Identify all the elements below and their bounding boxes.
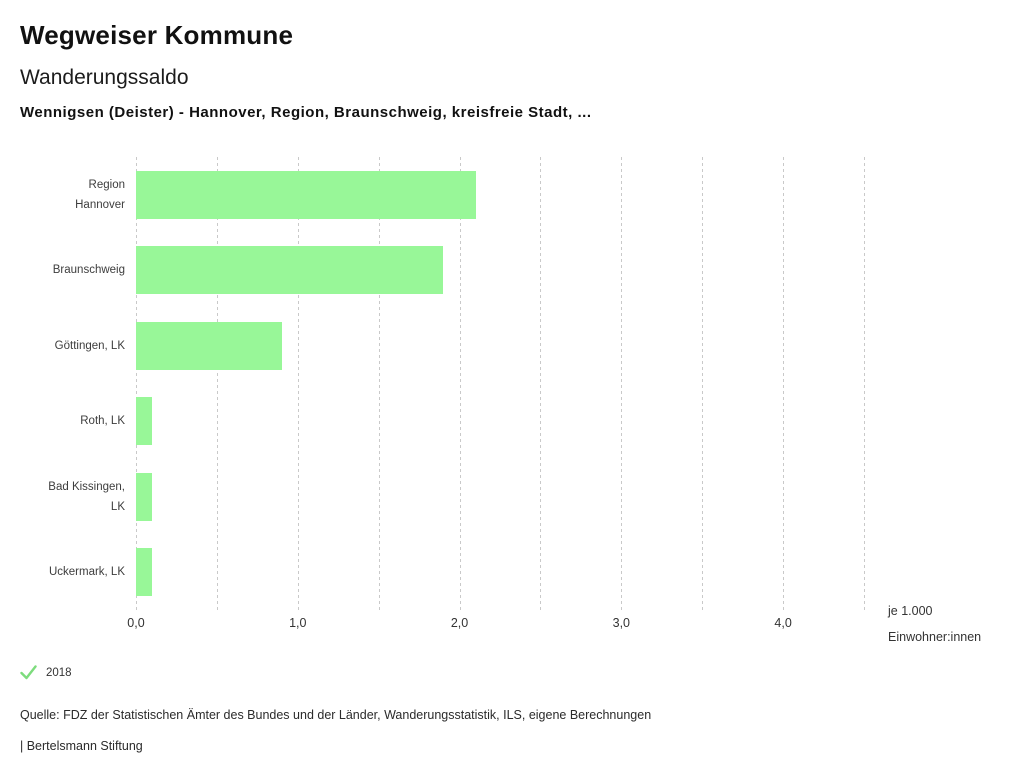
- category-label: Uckermark, LK: [48, 566, 125, 579]
- x-tick-label: 3,0: [612, 616, 631, 630]
- bar: [136, 472, 153, 521]
- x-gridline: [702, 157, 704, 610]
- x-gridline: [864, 157, 865, 610]
- legend-year: 2018: [46, 666, 72, 679]
- category-label: Region Hannover: [75, 178, 125, 211]
- bar-chart: Region Hannover Braunschweig Göttingen, LK…: [0, 157, 1024, 657]
- plot-area: [136, 157, 865, 610]
- x-gridline: [378, 157, 380, 610]
- category-label: Göttingen, LK: [54, 339, 125, 352]
- bar: [136, 170, 476, 219]
- x-tick-label: 0,0: [127, 616, 145, 630]
- x-gridline: [216, 157, 218, 610]
- x-gridline: [459, 157, 461, 610]
- check-icon: [20, 665, 37, 680]
- category-label: Roth, LK: [80, 415, 125, 428]
- chart-title: Wanderungssaldo: [20, 66, 189, 89]
- page-title: Wegweiser Kommune: [20, 20, 294, 50]
- category-label: Braunschweig: [52, 264, 125, 277]
- branding-text: | Bertelsmann Stiftung: [20, 739, 143, 753]
- bar: [136, 321, 282, 370]
- x-gridline: [783, 157, 785, 610]
- x-tick-label: 2,0: [450, 616, 469, 630]
- x-tick-label: 1,0: [289, 616, 307, 630]
- category-label: Bad Kissingen, LK: [48, 480, 125, 513]
- legend: 2018: [20, 665, 72, 680]
- x-gridline: [297, 157, 299, 610]
- x-gridline: [136, 157, 137, 610]
- x-tick-label: 4,0: [774, 616, 792, 630]
- x-gridline: [540, 157, 542, 610]
- bar: [136, 548, 153, 597]
- axis-unit-label: je 1.000 Einwohner:innen: [888, 598, 981, 650]
- axis-unit-line1: je 1.000: [888, 604, 933, 618]
- bar: [136, 397, 153, 446]
- axis-unit-line2: Einwohner:innen: [888, 630, 982, 644]
- chart-description: Wennigsen (Deister) - Hannover, Region, …: [20, 104, 592, 121]
- x-gridline: [621, 157, 623, 610]
- bar: [136, 246, 444, 295]
- source-text: Quelle: FDZ der Statistischen Ämter des …: [20, 708, 652, 722]
